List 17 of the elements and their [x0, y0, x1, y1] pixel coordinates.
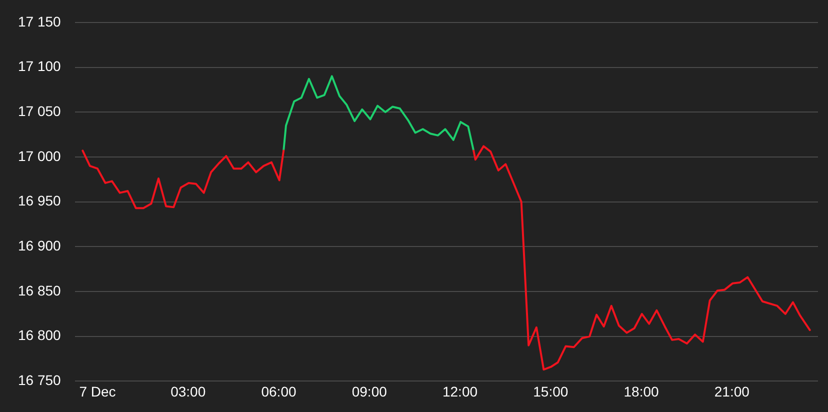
- x-tick-label: 03:00: [170, 383, 206, 400]
- y-tick-label: 17 150: [18, 13, 62, 30]
- x-tick-label: 12:00: [442, 383, 478, 400]
- y-tick-label: 17 100: [18, 58, 62, 74]
- x-tick-label: 06:00: [261, 383, 296, 400]
- y-tick-label: 16 850: [18, 282, 62, 298]
- y-tick-label: 17 000: [18, 148, 62, 164]
- x-tick-label: 21:00: [714, 383, 750, 400]
- y-tick-label: 16 900: [18, 238, 62, 254]
- x-tick-label: 7 Dec: [79, 383, 116, 400]
- y-tick-label: 17 050: [18, 102, 62, 119]
- y-tick-label: 16 950: [18, 192, 62, 209]
- x-tick-label: 15:00: [533, 383, 568, 400]
- y-tick-label: 16 800: [18, 327, 62, 344]
- y-tick-label: 16 750: [18, 372, 62, 388]
- x-tick-label: 09:00: [352, 383, 388, 400]
- x-tick-label: 18:00: [624, 383, 659, 400]
